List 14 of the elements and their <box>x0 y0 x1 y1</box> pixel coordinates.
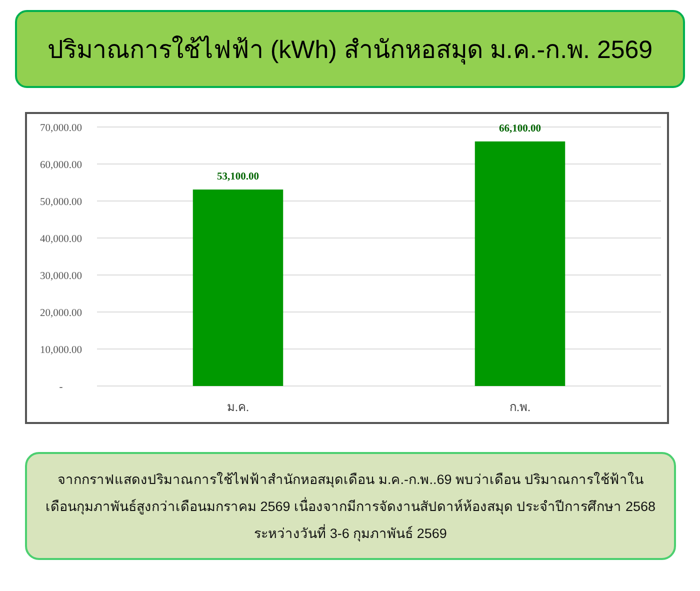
data-label: 53,100.00 <box>217 172 259 183</box>
y-tick-label: 60,000.00 <box>40 160 82 171</box>
text: จากกราฟแสดงปริมาณการใช้ไฟฟ้าสำนักหอสมุดเดือน ม.ค.-ก.พ..69 พบว่าเดือน ปริมาณการใช้ฟ้าในเดือนกุมภาพันธ์สูงกว่าเดือนมกราคม 2569 เนื่องจากมีการจัดงานสัปดาห์ห้องสมุด ประจำปีการศึกษา 2568 ระหว่างวันที่ 3-6 กุมภาพันธ์ 2569 <box>25 452 676 560</box>
y-tick-label: 30,000.00 <box>40 271 82 282</box>
data-label: 66,100.00 <box>499 123 541 134</box>
y-tick-label: 50,000.00 <box>40 197 82 208</box>
y-tick-label: 70,000.00 <box>40 123 82 134</box>
x-tick-label: ม.ค. <box>227 400 249 414</box>
chart-title: ปริมาณการใช้ไฟฟ้า (kWh) สำนักหอสมุด ม.ค.-ก.พ. 2569 <box>15 10 685 88</box>
y-tick-label: 20,000.00 <box>40 308 82 319</box>
y-tick-label: 40,000.00 <box>40 234 82 245</box>
x-tick-label: ก.พ. <box>510 400 530 414</box>
y-tick-label: 10,000.00 <box>40 345 82 356</box>
y-tick-label: - <box>59 382 64 393</box>
